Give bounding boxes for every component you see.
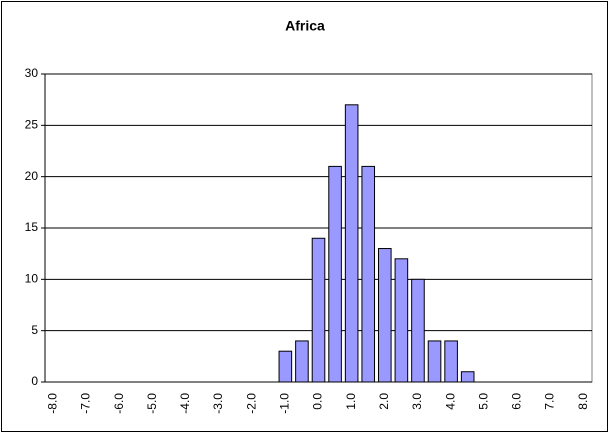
x-tick-label: 4.0 [443,393,457,410]
x-tick-label: 0.0 [311,393,325,410]
y-tick-label: 5 [31,323,38,337]
bar [460,371,475,383]
y-tick-label: 10 [25,272,39,286]
x-tick-label: -7.0 [79,393,93,414]
y-tick-label: 30 [25,66,39,80]
y-tick-label: 0 [31,374,38,388]
y-tick-label: 15 [25,220,39,234]
bar [344,104,359,383]
bar [411,278,425,383]
x-tick-label: 5.0 [476,393,490,410]
x-tick-label: -3.0 [211,393,225,414]
x-tick-label: 8.0 [576,393,590,410]
y-tick-label: 20 [25,169,39,183]
x-tick-label: 1.0 [344,393,358,410]
x-tick-label: -2.0 [244,393,258,414]
x-tick-label: -6.0 [112,393,126,414]
x-tick-label: 6.0 [510,393,524,410]
x-tick-label: 7.0 [543,393,557,410]
bar [427,340,442,383]
chart-title: Africa [285,18,325,34]
x-tick-label: 3.0 [410,393,424,410]
bar [361,165,376,383]
bar [394,258,409,383]
bar [328,165,342,383]
x-tick-label: -4.0 [178,393,192,414]
bar [278,350,293,383]
bar [295,340,309,383]
bar [311,237,326,383]
x-tick-label: -1.0 [278,393,292,414]
y-tick-label: 25 [25,118,39,132]
x-tick-label: 2.0 [377,393,391,410]
x-tick-label: -8.0 [45,393,59,414]
x-tick-label: -5.0 [145,393,159,414]
bar [444,340,458,383]
bar [378,248,392,383]
